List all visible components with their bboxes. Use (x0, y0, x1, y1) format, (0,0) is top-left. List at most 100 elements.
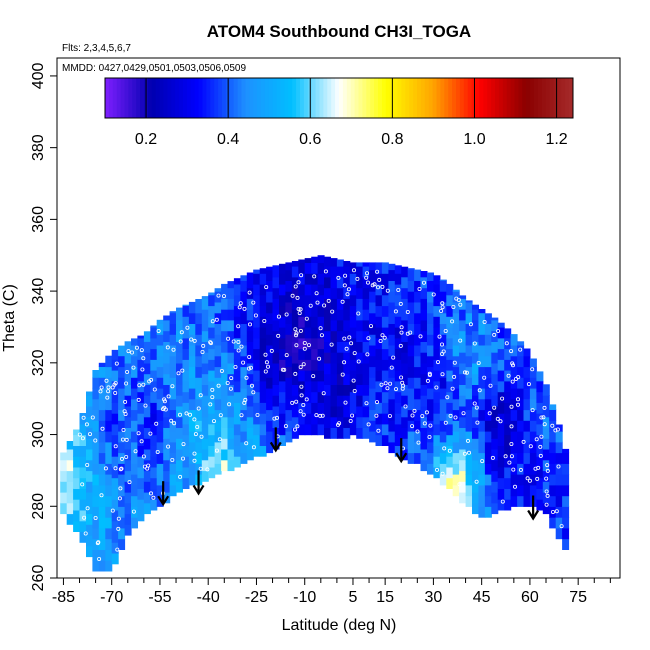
heatmap-cell (362, 362, 370, 375)
observation-point (134, 345, 139, 350)
heatmap-cell (98, 484, 106, 497)
heatmap-cell (542, 502, 550, 515)
heatmap-cell (285, 280, 293, 292)
heatmap-cell (304, 305, 312, 317)
heatmap-cell (201, 373, 209, 385)
heatmap-cell (356, 276, 364, 289)
observation-point (482, 375, 487, 380)
heatmap-cell (356, 330, 364, 342)
heatmap-cell (150, 348, 158, 360)
observation-point (251, 300, 256, 305)
heatmap-cell (227, 438, 235, 450)
observation-point (228, 386, 233, 391)
heatmap-cell (291, 341, 299, 353)
heatmap-cell (369, 301, 377, 314)
heatmap-cell (105, 474, 113, 486)
heatmap-cell (517, 409, 525, 421)
observation-point (509, 441, 514, 446)
heatmap-cell (349, 370, 357, 382)
heatmap-cell (517, 387, 525, 400)
x-tick-label: 30 (425, 589, 443, 606)
observation-point (251, 445, 256, 450)
x-tick-label: 5 (349, 589, 358, 606)
heatmap-cell (465, 452, 473, 464)
colorbar-segment (167, 78, 172, 118)
observation-point (293, 284, 298, 289)
colorbar-segment (541, 78, 547, 118)
observation-point (192, 451, 197, 456)
heatmap-cell (330, 416, 338, 428)
heatmap-cell (131, 441, 138, 454)
heatmap-cell (266, 291, 274, 303)
heatmap-cell (118, 387, 126, 400)
colorbar-segment (339, 78, 344, 118)
heatmap-cell (478, 377, 486, 389)
observation-point (428, 423, 433, 428)
y-tick-label: 380 (30, 134, 47, 161)
heatmap-cell (433, 466, 441, 479)
heatmap-cell (131, 495, 138, 507)
heatmap-cell (472, 395, 479, 407)
heatmap-cell (439, 301, 447, 314)
heatmap-cell (452, 344, 460, 357)
colorbar-segment (272, 78, 278, 118)
observation-point (145, 466, 150, 471)
heatmap-cell (497, 402, 505, 414)
heatmap-cell (137, 413, 145, 425)
observation-point (77, 432, 82, 437)
heatmap-cell (536, 391, 544, 403)
observation-point (304, 316, 309, 321)
colorbar-segment (514, 78, 519, 118)
heatmap-cell (259, 273, 267, 285)
heatmap-cell (491, 341, 499, 353)
heatmap-cell (233, 380, 241, 393)
heatmap-cell (233, 423, 241, 436)
heatmap-cell (259, 327, 267, 339)
heatmap-cell (336, 259, 344, 267)
heatmap-cell (143, 395, 151, 407)
heatmap-cell (137, 423, 145, 436)
heatmap-cell (388, 312, 396, 324)
heatmap-cell (427, 312, 434, 324)
heatmap-cell (452, 452, 460, 464)
heatmap-cell (381, 413, 389, 425)
heatmap-cell (137, 477, 145, 489)
heatmap-cell (517, 366, 525, 378)
heatmap-cell (478, 312, 486, 324)
heatmap-cell (98, 362, 106, 367)
heatmap-cell (324, 298, 331, 310)
heatmap-cell (349, 316, 357, 328)
observation-point (534, 437, 539, 442)
observation-point (124, 437, 129, 442)
heatmap-cell (517, 484, 525, 497)
heatmap-cell (394, 283, 402, 296)
heatmap-cell (375, 262, 383, 274)
observation-point (129, 350, 134, 355)
heatmap-cell (195, 409, 203, 421)
heatmap-cell (517, 398, 525, 411)
observation-point (408, 330, 413, 335)
heatmap-cell (266, 377, 274, 389)
colorbar-segment (561, 78, 566, 118)
heatmap-cell (491, 395, 499, 407)
heatmap-cell (349, 273, 357, 285)
heatmap-cell (324, 405, 331, 418)
observation-point (302, 340, 307, 345)
heatmap-cell (343, 266, 351, 278)
colorbar-segment (350, 78, 356, 118)
heatmap-cell (124, 352, 132, 364)
observation-point (121, 427, 126, 432)
heatmap-cell (478, 334, 486, 346)
heatmap-cell (143, 502, 151, 515)
heatmap-cell (459, 448, 467, 461)
heatmap-cell (124, 448, 132, 461)
heatmap-cell (394, 337, 402, 350)
heatmap-cell (201, 470, 209, 482)
heatmap-cell (131, 484, 138, 497)
heatmap-cell (111, 466, 119, 479)
heatmap-cell (188, 409, 196, 421)
heatmap-cell (484, 474, 492, 486)
colorbar-segment (292, 78, 297, 118)
observation-point (95, 541, 100, 546)
heatmap-cell (427, 280, 434, 292)
